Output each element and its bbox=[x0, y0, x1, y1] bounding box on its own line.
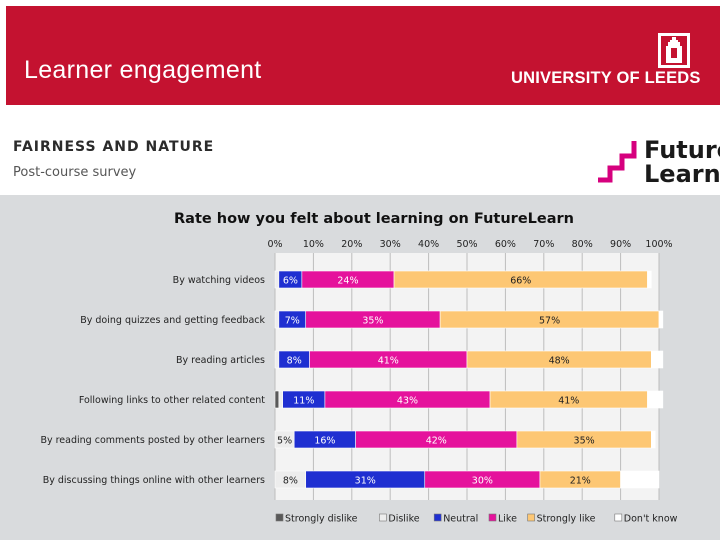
chart-title: Rate how you felt about learning on Futu… bbox=[174, 211, 574, 227]
x-tick-label: 20% bbox=[341, 239, 362, 250]
category-label: By reading articles bbox=[176, 355, 265, 366]
bar-segment bbox=[651, 430, 656, 449]
legend-swatch bbox=[433, 513, 442, 522]
data-label: 48% bbox=[549, 356, 570, 367]
survey-label: Post-course survey bbox=[13, 165, 137, 180]
data-label: 16% bbox=[314, 436, 335, 447]
university-crest-icon bbox=[658, 33, 690, 68]
institution-name: UNIVERSITY OF LEEDS bbox=[511, 69, 701, 87]
data-label: 11% bbox=[293, 396, 314, 407]
bar-segment bbox=[647, 390, 664, 409]
legend-swatch bbox=[527, 513, 535, 522]
x-tick-label: 30% bbox=[380, 239, 401, 250]
data-label: 21% bbox=[570, 476, 591, 487]
x-tick-label: 60% bbox=[495, 239, 516, 250]
data-label: 35% bbox=[362, 316, 383, 327]
bar-segment bbox=[620, 470, 660, 489]
legend-label: Dislike bbox=[388, 514, 419, 525]
data-label: 7% bbox=[285, 316, 300, 327]
logo-word-learn: Learn bbox=[644, 160, 720, 188]
x-tick-label: 50% bbox=[456, 239, 477, 250]
slide-title: Learner engagement bbox=[24, 56, 262, 84]
x-tick-label: 80% bbox=[572, 239, 593, 250]
data-label: 41% bbox=[558, 396, 579, 407]
legend-label: Strongly dislike bbox=[285, 514, 358, 525]
data-label: 31% bbox=[355, 476, 376, 487]
legend-swatch bbox=[614, 513, 623, 522]
data-label: 8% bbox=[283, 476, 298, 487]
course-topic: FAIRNESS AND NATURE bbox=[13, 139, 215, 155]
data-label: 66% bbox=[510, 276, 531, 287]
legend-swatch bbox=[488, 513, 497, 522]
category-label: By doing quizzes and getting feedback bbox=[80, 315, 265, 326]
header-banner bbox=[6, 6, 720, 105]
bar-segment bbox=[647, 270, 652, 289]
x-tick-label: 70% bbox=[533, 239, 554, 250]
bar-segment bbox=[274, 350, 280, 369]
legend-label: Like bbox=[498, 514, 517, 525]
bar-segment bbox=[274, 310, 280, 329]
x-tick-label: 90% bbox=[610, 239, 631, 250]
legend-label: Don't know bbox=[624, 514, 678, 525]
category-label: By reading comments posted by other lear… bbox=[40, 435, 265, 446]
x-tick-label: 100% bbox=[645, 239, 672, 250]
legend-swatch bbox=[275, 513, 284, 522]
data-label: 41% bbox=[378, 356, 399, 367]
category-label: By discussing things online with other l… bbox=[43, 475, 265, 486]
data-label: 24% bbox=[337, 276, 358, 287]
bar-segment bbox=[274, 270, 280, 289]
data-label: 6% bbox=[283, 276, 298, 287]
x-tick-label: 10% bbox=[303, 239, 324, 250]
data-label: 35% bbox=[574, 436, 595, 447]
legend-label: Strongly like bbox=[537, 514, 596, 525]
data-label: 30% bbox=[472, 476, 493, 487]
category-label: Following links to other related content bbox=[79, 395, 265, 406]
futurelearn-logo: Future Learn bbox=[596, 135, 720, 190]
data-label: 57% bbox=[539, 316, 560, 327]
legend-swatch bbox=[379, 513, 387, 522]
stacked-bar-chart: Rate how you felt about learning on Futu… bbox=[40, 211, 678, 525]
x-tick-label: 0% bbox=[267, 239, 282, 250]
futurelearn-steps-icon bbox=[598, 141, 637, 183]
logo-word-future: Future bbox=[644, 136, 720, 164]
bar-segment bbox=[274, 390, 280, 409]
data-label: 42% bbox=[426, 436, 447, 447]
data-label: 5% bbox=[277, 436, 292, 447]
bar-segment bbox=[278, 390, 283, 409]
data-label: 43% bbox=[397, 396, 418, 407]
legend-label: Neutral bbox=[443, 514, 478, 525]
category-label: By watching videos bbox=[173, 275, 265, 286]
bar-segment bbox=[658, 310, 664, 329]
bar-segment bbox=[651, 350, 664, 369]
x-tick-label: 40% bbox=[418, 239, 439, 250]
data-label: 8% bbox=[287, 356, 302, 367]
